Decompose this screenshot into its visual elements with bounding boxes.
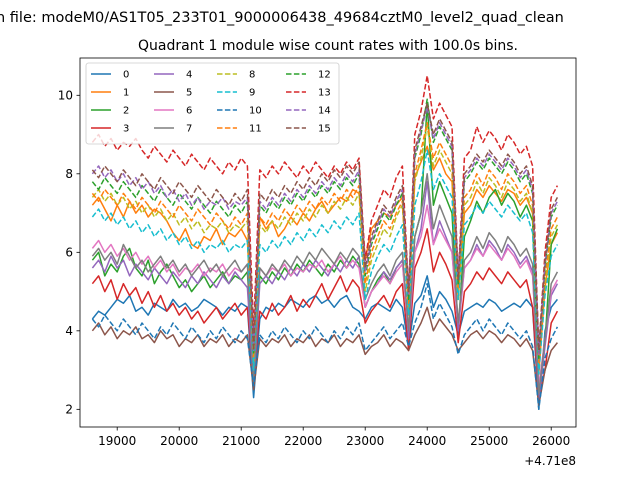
x-tick-label: 22000 — [284, 434, 322, 448]
x-offset-text: +4.71e8 — [524, 454, 576, 468]
series-line-13 — [91, 74, 559, 352]
plot-area — [79, 57, 577, 428]
legend-box — [85, 62, 340, 145]
legend-label-7: 7 — [186, 124, 192, 135]
legend-label-13: 13 — [318, 88, 331, 99]
series-lines — [91, 74, 559, 411]
series-line-4 — [91, 180, 559, 403]
legend-label-15: 15 — [318, 124, 331, 135]
x-tick-label: 23000 — [346, 434, 384, 448]
series-line-0 — [91, 275, 558, 411]
legend-label-2: 2 — [123, 106, 129, 117]
x-tick-label: 25000 — [470, 434, 508, 448]
legend-label-11: 11 — [249, 124, 262, 135]
y-tick-label: 8 — [65, 167, 73, 181]
legend-label-4: 4 — [186, 70, 192, 81]
legend-label-8: 8 — [249, 70, 255, 81]
series-line-12 — [91, 98, 559, 360]
legend-label-6: 6 — [186, 106, 192, 117]
legend-label-3: 3 — [123, 124, 129, 135]
chart-title: Quadrant 1 module wise count rates with … — [138, 38, 518, 54]
series-line-7 — [91, 173, 559, 395]
series-line-3 — [91, 228, 559, 399]
y-tick-label: 2 — [65, 402, 73, 416]
axes-frame — [79, 57, 577, 428]
x-axis: 19000 20000 21000 22000 23000 24000 25000 26000 — [98, 427, 570, 448]
legend-label-5: 5 — [186, 88, 192, 99]
y-tick-label: 4 — [65, 324, 73, 338]
legend-label-0: 0 — [123, 70, 129, 81]
x-tick-label: 24000 — [408, 434, 446, 448]
x-tick-label: 20000 — [160, 434, 198, 448]
legend-label-9: 9 — [249, 88, 255, 99]
legend-label-10: 10 — [249, 106, 262, 117]
series-line-1 — [91, 145, 559, 375]
series-line-2 — [91, 102, 559, 391]
figure-suptitle: n file: modeM0/AS1T05_233T01_9000006438_… — [0, 10, 564, 26]
series-line-6 — [91, 204, 559, 387]
y-tick-label: 10 — [58, 88, 73, 102]
legend-label-12: 12 — [318, 70, 331, 81]
y-tick-label: 6 — [65, 245, 73, 259]
series-line-15 — [91, 102, 559, 352]
x-tick-label: 26000 — [532, 434, 570, 448]
series-line-9 — [91, 149, 559, 375]
legend-label-14: 14 — [318, 106, 331, 117]
x-tick-label: 21000 — [222, 434, 260, 448]
series-line-14 — [91, 106, 559, 356]
y-axis: 2 4 6 8 10 — [58, 88, 80, 416]
series-line-8 — [91, 125, 559, 367]
series-line-5 — [91, 306, 558, 407]
series-line-11 — [91, 122, 559, 363]
x-tick-label: 19000 — [98, 434, 136, 448]
legend-label-1: 1 — [123, 88, 129, 99]
